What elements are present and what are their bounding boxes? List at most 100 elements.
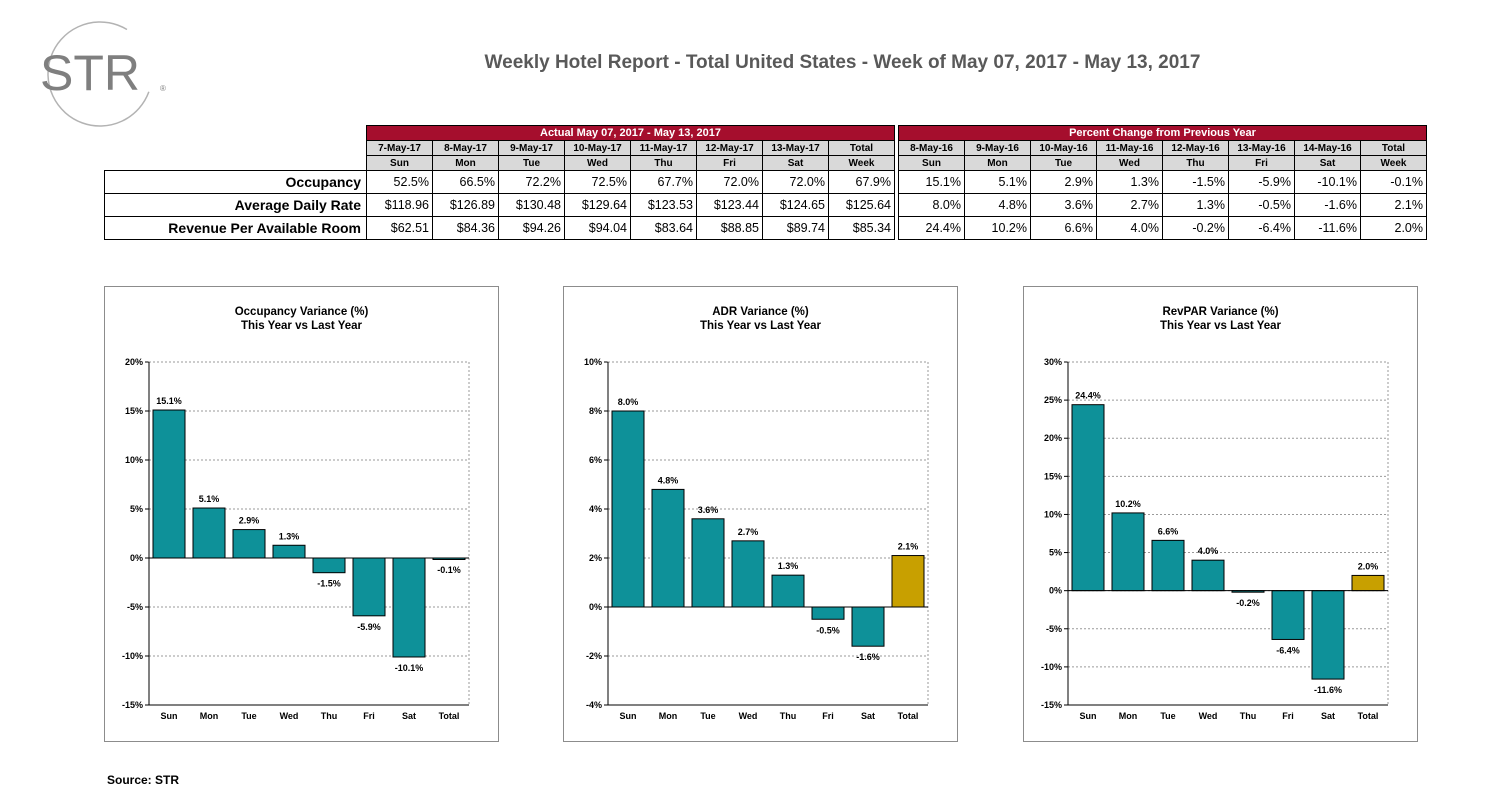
bar-fri (1271, 590, 1305, 640)
percent-change-cell: 4.8% (964, 193, 1031, 217)
row-label: Revenue Per Available Room (104, 216, 367, 240)
column-header: 12-May-17 (696, 140, 763, 156)
data-label: -0.2% (1236, 598, 1260, 608)
y-tick-label: 5% (1049, 548, 1062, 558)
actual-value-cell: $118.96 (366, 193, 433, 217)
y-tick-label: -5% (1046, 624, 1062, 634)
logo-registered-mark: ® (160, 84, 166, 93)
data-label: 2.0% (1358, 561, 1379, 571)
column-header: 12-May-16 (1162, 140, 1229, 156)
percent-change-cell: -1.5% (1162, 170, 1229, 194)
str-logo-mark: STR ® (40, 21, 166, 127)
data-label: 2.1% (898, 542, 919, 552)
data-label: 3.6% (698, 505, 719, 515)
column-header: 10-May-17 (564, 140, 631, 156)
percent-change-cell: -1.6% (1294, 193, 1361, 217)
data-label: -0.1% (437, 565, 461, 575)
column-header: Total (828, 140, 895, 156)
y-tick-label: -15% (122, 700, 143, 710)
bar-mon (651, 488, 685, 608)
column-header: Sat (1294, 155, 1361, 171)
chart-subtitle-line: This Year vs Last Year (240, 320, 363, 332)
column-header: Sun (366, 155, 433, 171)
chart-title-line: ADR Variance (%) (712, 306, 809, 318)
actual-value-cell: $130.48 (498, 193, 565, 217)
chart-title-line: Occupancy Variance (%) (234, 306, 369, 318)
table-metric-rows: Occupancy 52.5% 66.5% 72.2% 72.5% 67.7% 72.0% 7… (104, 170, 1427, 240)
table-row: Occupancy 52.5% 66.5% 72.2% 72.5% 67.7% 72.0% 7… (104, 170, 1427, 194)
column-header: Tue (498, 155, 565, 171)
percent-change-cell: -6.4% (1228, 216, 1295, 240)
actual-value-cell: $94.26 (498, 216, 565, 240)
y-tick-label: 2% (589, 553, 602, 563)
percent-change-cell: 2.1% (1360, 193, 1427, 217)
bar-sat (392, 557, 426, 658)
table-dates-row: 7-May-17 8-May-17 9-May-17 10-May-17 11-May-… (105, 140, 1427, 156)
data-label: 5.1% (199, 494, 220, 504)
bar-total (1351, 574, 1385, 592)
actual-period-header: Actual May 07, 2017 - May 13, 2017 (366, 125, 895, 141)
actual-value-cell: $123.53 (630, 193, 697, 217)
table-row: Revenue Per Available Room $62.51 $84.36 $9… (104, 216, 1427, 240)
actual-value-cell: 52.5% (366, 170, 433, 194)
column-header: Thu (1162, 155, 1229, 171)
x-tick-label: Total (439, 711, 460, 721)
table-row: Average Daily Rate $118.96 $126.89 $130.48 $… (104, 193, 1427, 217)
bar-mon (1111, 512, 1145, 592)
x-tick-label: Sun (620, 711, 637, 721)
source-note: Source: STR (107, 773, 180, 787)
report-title: Weekly Hotel Report - Total United State… (484, 52, 1201, 73)
bar-fri (811, 606, 845, 620)
x-tick-label: Tue (1160, 711, 1175, 721)
bar-tue (1151, 539, 1185, 592)
column-header: 13-May-17 (762, 140, 829, 156)
chart-subtitle-line: This Year vs Last Year (1159, 320, 1282, 332)
chart-title: RevPAR Variance (%) This Year vs Last Ye… (1024, 305, 1417, 333)
chart-title-line: RevPAR Variance (%) (1162, 306, 1279, 318)
str-logo: STR ® (20, 20, 180, 130)
actual-value-cell: $83.64 (630, 216, 697, 240)
data-label: 1.3% (279, 531, 300, 541)
data-label: -6.4% (1276, 645, 1300, 655)
column-header: 11-May-17 (630, 140, 697, 156)
column-header: 11-May-16 (1096, 140, 1163, 156)
occupancy-variance-chart: Occupancy Variance (%) This Year vs Last… (104, 286, 499, 742)
column-header: Wed (564, 155, 631, 171)
data-label: 2.7% (738, 527, 759, 537)
column-header: 7-May-17 (366, 140, 433, 156)
y-tick-label: -10% (122, 651, 143, 661)
percent-change-cell: -11.6% (1294, 216, 1361, 240)
y-tick-label: 30% (1044, 357, 1062, 367)
bar-sat (851, 606, 885, 647)
data-label: -11.6% (1314, 685, 1342, 695)
y-tick-label: 8% (589, 406, 602, 416)
plot-frame (607, 361, 929, 706)
row-label: Average Daily Rate (104, 193, 367, 217)
actual-value-cell: 66.5% (432, 170, 499, 194)
column-header: Wed (1096, 155, 1163, 171)
actual-value-cell: $123.44 (696, 193, 763, 217)
actual-value-cell: $94.04 (564, 216, 631, 240)
x-tick-label: Wed (280, 711, 299, 721)
column-header: Sun (898, 155, 965, 171)
x-tick-label: Thu (1240, 711, 1257, 721)
actual-value-cell: $126.89 (432, 193, 499, 217)
column-header: Week (828, 155, 895, 171)
x-tick-label: Total (898, 711, 919, 721)
x-tick-label: Sun (1080, 711, 1097, 721)
y-tick-label: 4% (589, 504, 602, 514)
x-tick-label: Thu (321, 711, 338, 721)
percent-change-cell: 1.3% (1096, 170, 1163, 194)
x-tick-label: Mon (200, 711, 219, 721)
y-tick-label: -15% (1041, 700, 1062, 710)
percent-change-cell: 1.3% (1162, 193, 1229, 217)
actual-value-cell: $88.85 (696, 216, 763, 240)
data-label: -10.1% (395, 663, 424, 673)
percent-change-cell: 3.6% (1030, 193, 1097, 217)
percent-change-cell: 10.2% (964, 216, 1031, 240)
percent-change-cell: 2.7% (1096, 193, 1163, 217)
row-label: Occupancy (104, 170, 367, 194)
x-tick-label: Sun (161, 711, 178, 721)
bar-thu (312, 557, 346, 574)
y-tick-label: -2% (586, 651, 602, 661)
